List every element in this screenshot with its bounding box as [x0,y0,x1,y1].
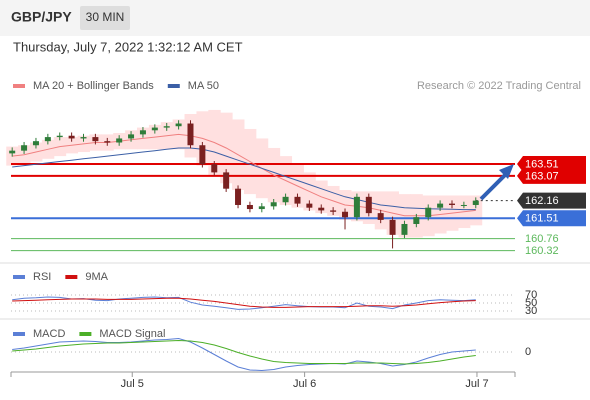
candle-body [44,137,51,142]
candle-body [306,203,313,208]
legend-label: MA 50 [188,80,219,92]
candle-body [258,206,265,210]
price-level-label: 163.51 [525,158,559,170]
price-level-box [517,210,586,227]
legend-swatch [13,332,25,336]
price-level-box [517,167,586,184]
candle-body [56,135,63,138]
candle-body [68,135,75,139]
forecast-arrow [479,164,514,201]
y-tick-label: 70 [525,289,537,301]
x-tick-label: Jul 7 [465,378,488,390]
candle-body [437,203,444,208]
price-level-label: 160.76 [525,233,559,245]
candle-body [80,137,87,139]
symbol: GBP/JPY [11,9,72,25]
y-tick-label: 30 [525,305,537,317]
candle-body [377,213,384,220]
candle-body [163,126,170,128]
candle-body [223,172,230,189]
candle-body [330,210,337,212]
interval[interactable]: 30 MIN [86,10,125,24]
price-level-label: 161.51 [525,213,559,225]
candle-body [460,204,467,206]
legend-swatch [65,275,78,279]
legend-label: MACD [33,328,65,340]
candle-body [389,219,396,235]
x-tick-label: Jul 6 [293,378,316,390]
candle-body [92,137,99,142]
candle-body [472,200,479,205]
legend-swatch [79,332,92,336]
candle-body [342,211,349,218]
legend-label: 9MA [85,271,108,283]
copyright: Research © 2022 Trading Central [417,80,581,92]
candle-body [175,123,182,127]
legend-swatch [13,275,25,279]
y-tick-label: 50 [525,297,537,309]
candle-body [246,204,253,210]
candle-body [425,207,432,218]
candle-body [401,223,408,235]
legend-swatch [13,84,25,88]
candle-body [199,145,206,165]
legend-swatch [167,84,180,88]
legend-label: RSI [33,271,51,283]
candle-body [318,207,325,211]
indicator-line [12,337,476,372]
y-tick-label: 0 [525,346,531,358]
candle-body [116,138,123,143]
candle-body [353,196,360,218]
candle-body [104,141,111,143]
price-level-label: 160.32 [525,245,559,257]
legend-label: MACD Signal [99,328,165,340]
candle-body [282,196,289,203]
candle-body [139,130,146,135]
timestamp: Thursday, July 7, 2022 1:32:12 AM CET [13,39,243,54]
candle-body [294,196,301,204]
candle-body [449,203,455,205]
interval-button[interactable] [80,6,130,30]
price-level-box [517,192,586,209]
arrow-shaft [479,170,510,201]
candle-body [270,202,277,207]
price-level-label: 163.07 [525,170,559,182]
candle-body [21,145,28,151]
candle-body [151,127,158,131]
indicator-line [12,297,476,308]
candle-body [9,150,16,154]
candle-body [32,141,39,146]
legend-label: MA 20 + Bollinger Bands [33,80,154,92]
price-level-label: 162.16 [525,195,559,207]
candle-body [413,217,420,224]
candle-body [235,188,242,205]
moving-average [12,147,476,211]
moving-average [12,133,476,217]
x-tick-label: Jul 5 [121,378,144,390]
arrow-head [499,164,514,179]
indicator-line [12,339,476,365]
candle-body [187,123,194,146]
candle-body [128,134,135,139]
candle-body [365,196,372,214]
candle-body [211,164,218,173]
